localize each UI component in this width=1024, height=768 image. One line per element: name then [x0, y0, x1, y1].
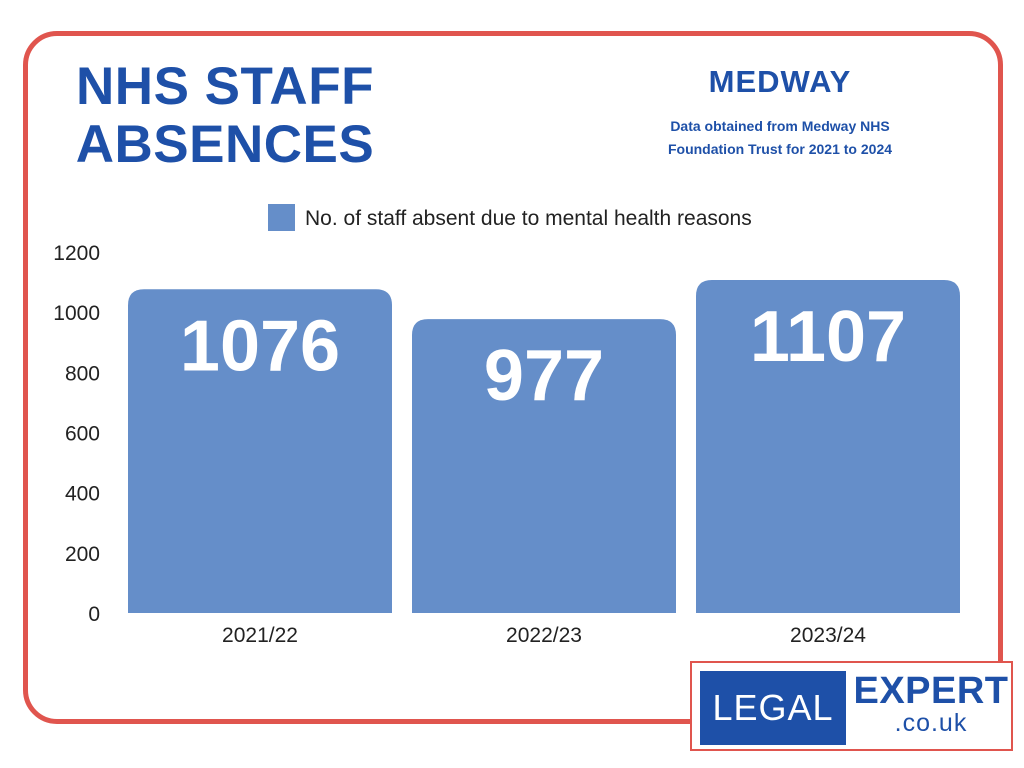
y-tick-label: 0: [88, 603, 100, 626]
y-axis: 0 200 400 600 800 1000 1200: [53, 242, 100, 626]
title-line-1: NHS STAFF: [76, 57, 374, 116]
y-tick-label: 1000: [53, 302, 100, 325]
bar-value-label: 1076: [180, 306, 340, 386]
bar-2023-24: [696, 279, 960, 613]
title-line-2: ABSENCES: [75, 115, 375, 174]
bar-value-label: 977: [484, 336, 604, 416]
logo-expert-text: EXPERT: [853, 670, 1009, 712]
y-tick-label: 200: [65, 543, 100, 566]
source-line-2: Foundation Trust for 2021 to 2024: [667, 141, 893, 157]
x-tick-label: 2022/23: [506, 624, 582, 647]
region-label: MEDWAY: [708, 64, 852, 99]
bar-2022-23: [412, 319, 676, 613]
logo-legal-text: LEGAL: [700, 671, 846, 745]
chart-title: NHS STAFF ABSENCES: [60, 58, 390, 174]
legend: No. of staff absent due to mental health…: [268, 204, 752, 231]
x-axis: 2021/22 2022/23 2023/24: [222, 624, 866, 647]
y-tick-label: 800: [65, 362, 100, 385]
y-tick-label: 600: [65, 423, 100, 446]
source-note: Data obtained from Medway NHS Foundation…: [620, 115, 940, 161]
legal-expert-logo: LEGAL EXPERT .co.uk: [690, 661, 1013, 751]
x-tick-label: 2023/24: [790, 624, 866, 647]
logo-right-block: EXPERT .co.uk: [852, 671, 1010, 745]
y-tick-label: 1200: [53, 242, 100, 265]
x-tick-label: 2021/22: [222, 624, 298, 647]
legend-label: No. of staff absent due to mental health…: [305, 207, 752, 230]
bar-2021-22: [128, 289, 392, 613]
legend-swatch: [268, 204, 295, 231]
bar-value-label: 1107: [750, 297, 906, 377]
y-tick-label: 400: [65, 483, 100, 506]
logo-domain-text: .co.uk: [894, 709, 968, 737]
source-line-1: Data obtained from Medway NHS: [670, 118, 890, 134]
bars: 1076 977 1107: [128, 279, 960, 613]
